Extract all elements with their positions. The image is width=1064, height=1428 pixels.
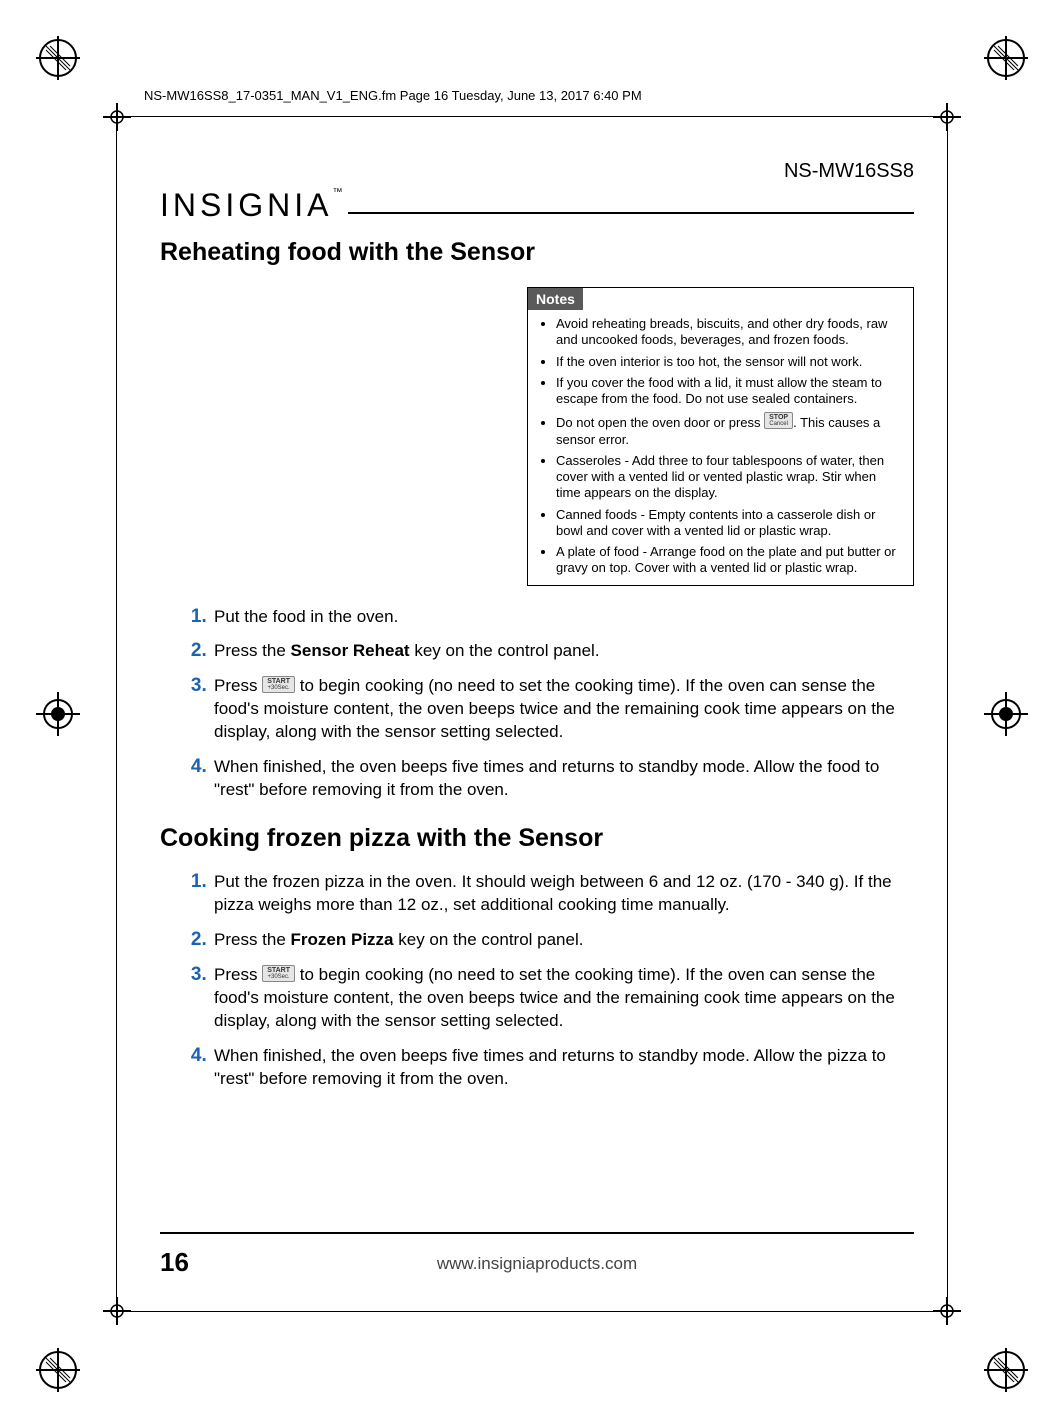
brand-rule (348, 212, 914, 214)
start-button-icon: START+30Sec. (262, 965, 295, 982)
note-item: Canned foods - Empty contents into a cas… (556, 507, 903, 540)
step-item: Press the Sensor Reheat key on the contr… (212, 638, 914, 663)
reheat-steps: Put the food in the oven. Press the Sens… (212, 604, 914, 803)
step-item: When finished, the oven beeps five times… (212, 754, 914, 802)
step-item: Put the food in the oven. (212, 604, 914, 629)
page: NS-MW16SS8_17-0351_MAN_V1_ENG.fm Page 16… (0, 0, 1064, 1428)
brand-logo: INSIGNIA™ (160, 187, 342, 224)
page-footer: 16 www.insigniaproducts.com (160, 1254, 914, 1278)
brand-text: INSIGNIA (160, 187, 332, 223)
key-sensor-reheat: Sensor Reheat (291, 641, 410, 660)
section-heading-reheat: Reheating food with the Sensor (160, 238, 914, 267)
registration-mark-icon (984, 36, 1028, 80)
crop-corner-icon (103, 103, 131, 131)
note-item: Avoid reheating breads, biscuits, and ot… (556, 316, 903, 349)
notes-list: Avoid reheating breads, biscuits, and ot… (556, 316, 903, 577)
notes-label: Notes (528, 288, 583, 310)
note-item: If you cover the food with a lid, it mus… (556, 375, 903, 408)
key-frozen-pizza: Frozen Pizza (291, 930, 394, 949)
footer-rule (160, 1232, 914, 1234)
step-item: Press START+30Sec. to begin cooking (no … (212, 962, 914, 1033)
trademark-icon: ™ (332, 187, 342, 198)
step-item: Press START+30Sec. to begin cooking (no … (212, 673, 914, 744)
footer-url: www.insigniaproducts.com (160, 1254, 914, 1274)
running-header: NS-MW16SS8_17-0351_MAN_V1_ENG.fm Page 16… (144, 88, 642, 103)
pizza-steps: Put the frozen pizza in the oven. It sho… (212, 869, 914, 1091)
registration-mark-icon (984, 1348, 1028, 1392)
step-item: Press the Frozen Pizza key on the contro… (212, 927, 914, 952)
step-item: Put the frozen pizza in the oven. It sho… (212, 869, 914, 917)
stop-cancel-button-icon: STOPCancel (764, 412, 793, 429)
notes-box: Notes Avoid reheating breads, biscuits, … (527, 287, 914, 586)
start-button-icon: START+30Sec. (262, 676, 295, 693)
page-content: NS-MW16SS8 INSIGNIA™ Reheating food with… (160, 160, 914, 1278)
note-item: Casseroles - Add three to four tablespoo… (556, 453, 903, 502)
registration-mark-icon (984, 692, 1028, 736)
note-item: If the oven interior is too hot, the sen… (556, 354, 903, 370)
registration-mark-icon (36, 36, 80, 80)
crop-corner-icon (103, 1297, 131, 1325)
crop-corner-icon (933, 103, 961, 131)
registration-mark-icon (36, 692, 80, 736)
note-item: Do not open the oven door or press STOPC… (556, 412, 903, 448)
section-heading-pizza: Cooking frozen pizza with the Sensor (160, 824, 914, 853)
note-item: A plate of food - Arrange food on the pl… (556, 544, 903, 577)
brand-row: INSIGNIA™ (160, 187, 914, 224)
crop-corner-icon (933, 1297, 961, 1325)
page-number: 16 (160, 1247, 189, 1278)
registration-mark-icon (36, 1348, 80, 1392)
step-item: When finished, the oven beeps five times… (212, 1043, 914, 1091)
model-header: NS-MW16SS8 (160, 160, 914, 183)
